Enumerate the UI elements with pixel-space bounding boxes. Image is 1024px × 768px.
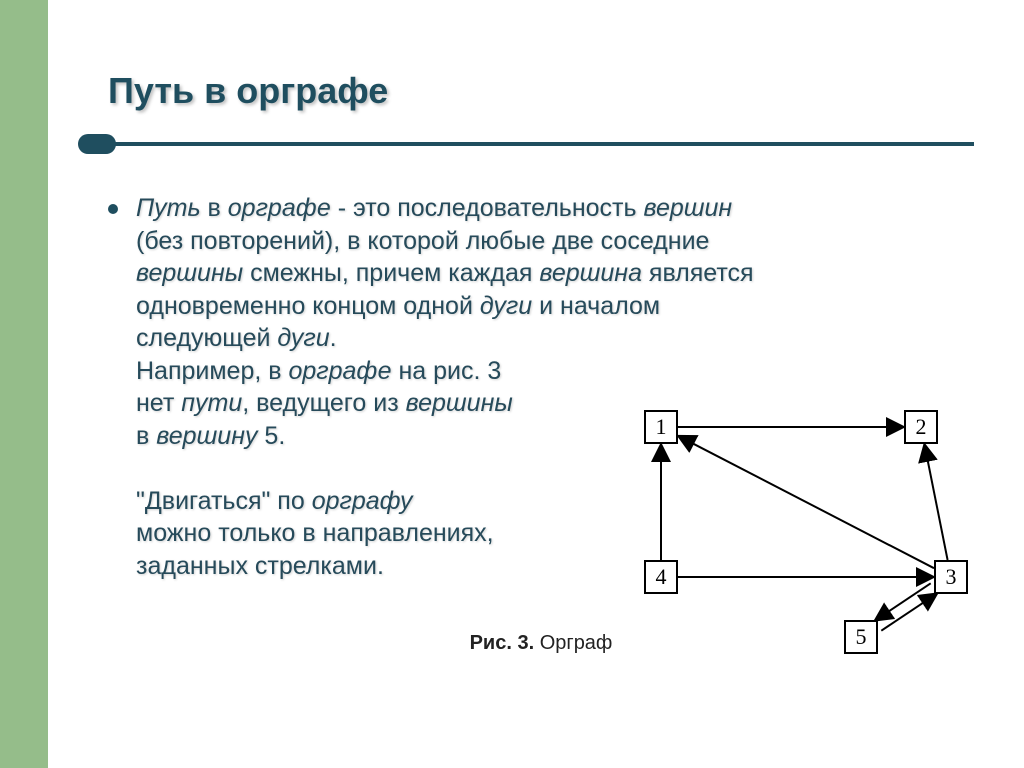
digraph-figure: 1 2 3 4 5 <box>614 390 984 670</box>
node-4: 4 <box>644 560 678 594</box>
title-underline <box>78 142 974 152</box>
caption-rest: Орграф <box>534 632 612 654</box>
node-2: 2 <box>904 410 938 444</box>
left-sidebar <box>0 0 48 768</box>
edge-3-2 <box>924 444 947 560</box>
bullet-dot <box>108 204 118 214</box>
edge-3-1 <box>678 436 934 568</box>
node-3: 3 <box>934 560 968 594</box>
slide-title: Путь в орграфе <box>108 70 974 112</box>
node-1: 1 <box>644 410 678 444</box>
term-digraph: орграфе <box>228 194 331 222</box>
term-path: Путь <box>136 194 201 222</box>
caption-bold: Рис. 3. <box>470 632 535 654</box>
edge-5-3 <box>881 593 937 630</box>
underline-bar <box>100 142 974 146</box>
title-wrap: Путь в орграфе <box>48 0 1024 132</box>
term-vertices: вершин <box>643 194 732 222</box>
edge-3-5 <box>875 583 931 620</box>
node-5: 5 <box>844 620 878 654</box>
